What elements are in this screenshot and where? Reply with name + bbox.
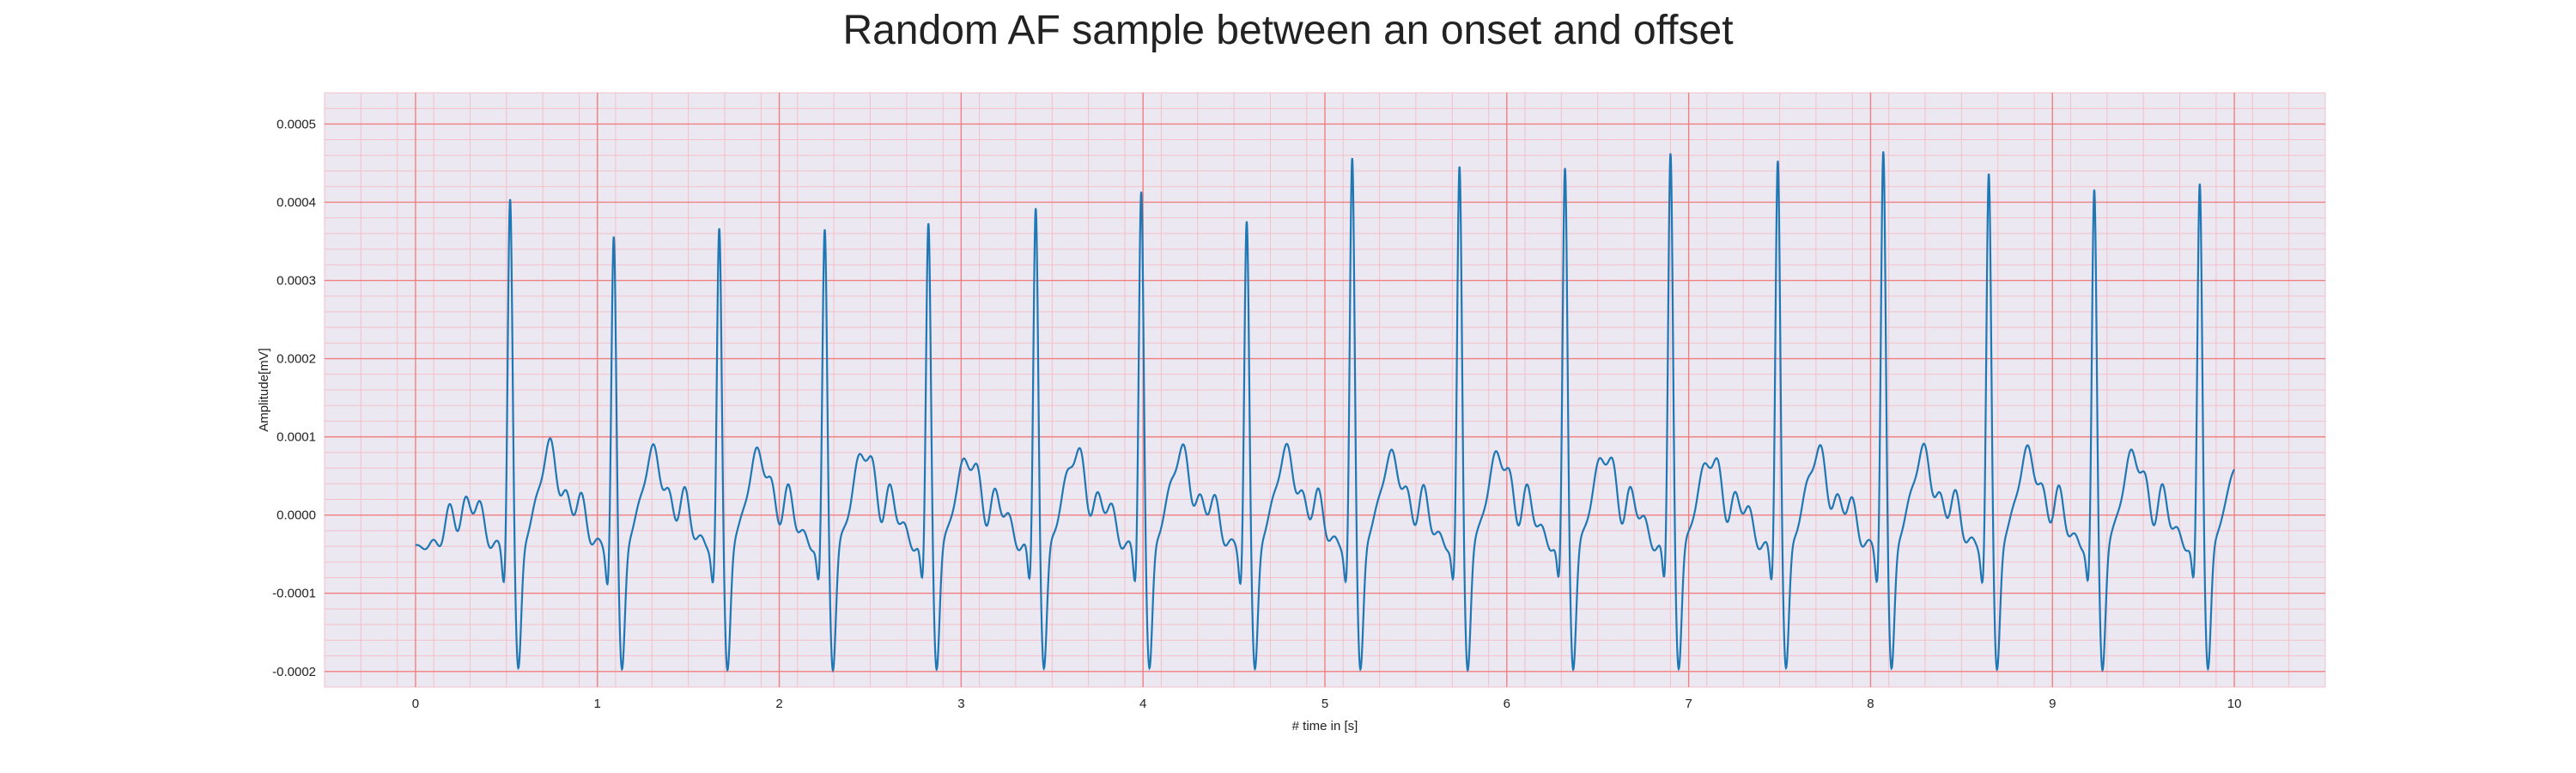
x-tick-label: 2: [775, 697, 782, 711]
y-axis-label: Amplitude[mV]: [257, 348, 271, 432]
y-tick-label: 0.0004: [276, 195, 316, 210]
y-tick-label: 0.0000: [276, 508, 316, 523]
x-tick-label: 0: [412, 697, 419, 711]
y-tick-label: 0.0003: [276, 274, 316, 289]
x-axis-label: # time in [s]: [1292, 719, 1358, 733]
x-tick-label: 1: [594, 697, 601, 711]
y-tick-label: -0.0002: [272, 665, 316, 679]
y-axis-ticks: -0.0002 -0.0001 0.0000 0.0001 0.0002 0.0003 0.…: [272, 117, 316, 679]
x-tick-label: 9: [2049, 697, 2056, 711]
x-tick-label: 8: [1867, 697, 1874, 711]
x-tick-label: 5: [1321, 697, 1328, 711]
x-axis-ticks: 0 1 2 3 4 5 6 7 8 9 10: [412, 697, 2242, 711]
x-tick-label: 4: [1139, 697, 1146, 711]
chart-title: Random AF sample between an onset and of…: [842, 8, 1734, 53]
x-tick-label: 7: [1685, 697, 1692, 711]
y-tick-label: 0.0005: [276, 117, 316, 131]
x-tick-label: 10: [2227, 697, 2242, 711]
x-tick-label: 3: [957, 697, 964, 711]
x-tick-label: 6: [1504, 697, 1510, 711]
y-tick-label: -0.0001: [272, 587, 316, 601]
y-tick-label: 0.0002: [276, 352, 316, 367]
y-tick-label: 0.0001: [276, 430, 316, 445]
ecg-series-line: [415, 151, 2236, 673]
